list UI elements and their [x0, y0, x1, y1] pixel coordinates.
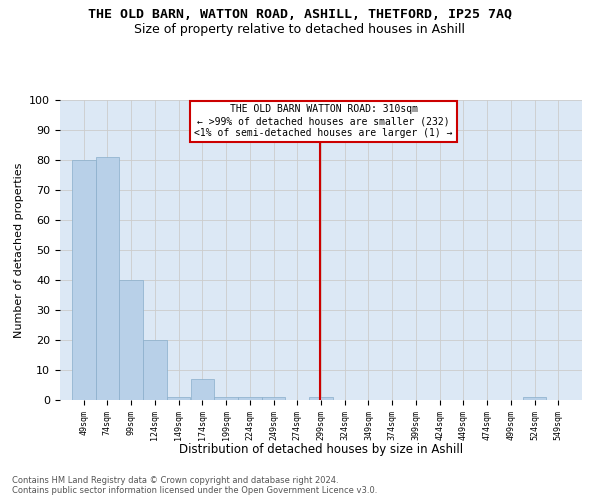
Text: Distribution of detached houses by size in Ashill: Distribution of detached houses by size …: [179, 442, 463, 456]
Text: THE OLD BARN WATTON ROAD: 310sqm
← >99% of detached houses are smaller (232)
<1%: THE OLD BARN WATTON ROAD: 310sqm ← >99% …: [194, 104, 453, 138]
Bar: [238, 397, 262, 400]
Bar: [167, 397, 190, 400]
Bar: [262, 397, 286, 400]
Bar: [214, 397, 238, 400]
Bar: [119, 280, 143, 400]
Y-axis label: Number of detached properties: Number of detached properties: [14, 162, 24, 338]
Text: Size of property relative to detached houses in Ashill: Size of property relative to detached ho…: [134, 22, 466, 36]
Text: THE OLD BARN, WATTON ROAD, ASHILL, THETFORD, IP25 7AQ: THE OLD BARN, WATTON ROAD, ASHILL, THETF…: [88, 8, 512, 20]
Text: Contains HM Land Registry data © Crown copyright and database right 2024.
Contai: Contains HM Land Registry data © Crown c…: [12, 476, 377, 495]
Bar: [309, 397, 333, 400]
Bar: [523, 397, 547, 400]
Bar: [143, 340, 167, 400]
Bar: [95, 157, 119, 400]
Bar: [191, 379, 214, 400]
Bar: [72, 160, 95, 400]
